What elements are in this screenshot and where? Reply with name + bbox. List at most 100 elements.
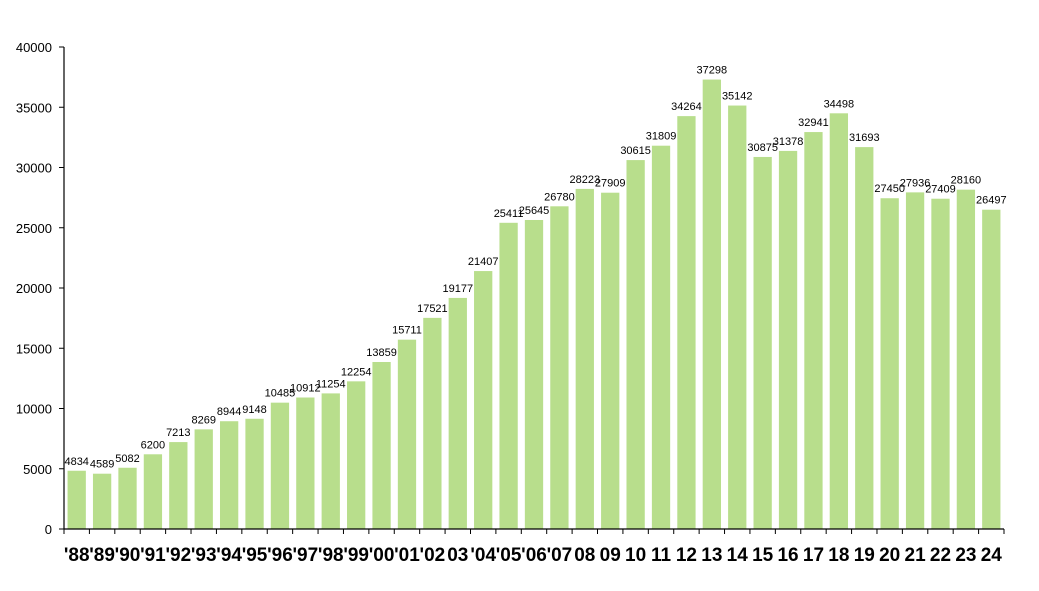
x-tick-label-0: '88 bbox=[64, 545, 90, 566]
bar-14 bbox=[423, 317, 442, 529]
data-label-18: 25645 bbox=[519, 205, 550, 217]
x-tick-label-20: 08 bbox=[574, 545, 595, 566]
x-tick-label-30: 18 bbox=[828, 545, 849, 566]
bar-23 bbox=[651, 145, 671, 529]
bar-5 bbox=[194, 429, 213, 529]
x-tick-label-24: 12 bbox=[676, 545, 697, 566]
bar-12 bbox=[372, 362, 391, 529]
bar-6 bbox=[219, 421, 239, 529]
x-tick-label-11: '99 bbox=[343, 545, 369, 566]
data-label-30: 34498 bbox=[824, 98, 855, 110]
data-label-13: 15711 bbox=[392, 325, 422, 337]
x-tick-label-22: 10 bbox=[625, 545, 646, 566]
x-tick-label-16: '04 bbox=[470, 545, 496, 566]
bar-32 bbox=[880, 198, 899, 530]
x-tick-label-35: 23 bbox=[955, 545, 976, 566]
data-label-32: 27450 bbox=[874, 183, 905, 195]
bar-17 bbox=[499, 222, 518, 530]
x-tick-label-18: '06 bbox=[521, 545, 547, 566]
data-label-26: 35142 bbox=[722, 91, 753, 103]
x-tick-label-29: 17 bbox=[803, 545, 824, 566]
data-label-22: 30615 bbox=[620, 145, 651, 157]
x-tick-label-33: 21 bbox=[905, 545, 927, 566]
bar-25 bbox=[702, 79, 721, 529]
bar-2 bbox=[118, 467, 137, 529]
bar-9 bbox=[296, 397, 315, 529]
bars-group bbox=[67, 79, 1001, 530]
bar-4 bbox=[169, 442, 188, 529]
x-tick-label-1: '89 bbox=[89, 545, 115, 566]
data-label-4: 7213 bbox=[166, 427, 190, 439]
data-label-5: 8269 bbox=[191, 414, 215, 426]
x-tick-label-7: '95 bbox=[242, 545, 268, 566]
data-label-14: 17521 bbox=[417, 303, 448, 315]
data-label-34: 27409 bbox=[925, 184, 956, 196]
data-label-28: 31378 bbox=[773, 136, 804, 148]
data-label-24: 34264 bbox=[671, 101, 702, 113]
data-label-31: 31693 bbox=[849, 132, 880, 144]
x-tick-label-23: 11 bbox=[651, 545, 672, 566]
data-label-3: 6200 bbox=[141, 439, 165, 451]
data-label-2: 5082 bbox=[115, 453, 139, 465]
bar-35 bbox=[956, 189, 976, 530]
data-label-15: 19177 bbox=[442, 283, 473, 295]
data-label-36: 26497 bbox=[976, 195, 1007, 207]
x-tick-label-13: '01 bbox=[394, 545, 420, 566]
x-tick-label-3: '91 bbox=[140, 545, 166, 566]
data-label-11: 12254 bbox=[341, 366, 372, 378]
data-label-8: 10485 bbox=[265, 388, 296, 400]
x-tick-label-21: 09 bbox=[600, 545, 621, 566]
y-tick-label-5: 25000 bbox=[16, 221, 52, 236]
bar-24 bbox=[677, 116, 696, 530]
data-label-23: 31809 bbox=[646, 131, 677, 143]
bar-13 bbox=[397, 339, 417, 529]
data-label-16: 21407 bbox=[468, 256, 499, 268]
x-tick-label-15: 03 bbox=[447, 545, 468, 566]
data-label-33: 27936 bbox=[900, 177, 931, 189]
x-tick-label-2: '90 bbox=[115, 545, 141, 566]
data-label-27: 30875 bbox=[747, 142, 778, 154]
x-tick-label-10: '98 bbox=[318, 545, 344, 566]
data-label-0: 4834 bbox=[64, 456, 88, 468]
bar-31 bbox=[855, 147, 874, 529]
data-label-20: 28223 bbox=[570, 174, 601, 186]
bar-26 bbox=[728, 105, 747, 529]
bar-19 bbox=[550, 206, 569, 530]
data-label-6: 8944 bbox=[217, 406, 241, 418]
bar-36 bbox=[982, 209, 1001, 529]
x-tick-label-26: 14 bbox=[727, 545, 749, 566]
bar-15 bbox=[448, 297, 467, 529]
y-tick-label-3: 15000 bbox=[16, 341, 52, 356]
bar-1 bbox=[92, 473, 112, 529]
bar-27 bbox=[753, 156, 772, 529]
bar-34 bbox=[931, 198, 950, 529]
x-tick-label-14: '02 bbox=[420, 545, 446, 566]
x-tick-label-32: 20 bbox=[879, 545, 900, 566]
bar-3 bbox=[143, 454, 163, 529]
y-axis: 0 5000 10000 15000 20000 25000 30000 35000 40000 bbox=[16, 40, 65, 537]
bar-30 bbox=[829, 113, 849, 530]
x-tick-label-34: 22 bbox=[930, 545, 951, 566]
data-label-25: 37298 bbox=[697, 65, 728, 77]
data-label-7: 9148 bbox=[242, 404, 266, 416]
data-label-35: 28160 bbox=[951, 175, 982, 187]
x-tick-label-27: 15 bbox=[752, 545, 774, 566]
data-label-21: 27909 bbox=[595, 178, 626, 190]
x-tick-label-19: '07 bbox=[547, 545, 573, 566]
data-label-19: 26780 bbox=[544, 191, 575, 203]
y-tick-label-2: 10000 bbox=[16, 402, 52, 417]
x-tick-label-6: '94 bbox=[216, 545, 242, 566]
x-tick-label-12: '00 bbox=[369, 545, 395, 566]
data-label-12: 13859 bbox=[366, 347, 397, 359]
y-tick-label-6: 30000 bbox=[16, 161, 52, 176]
bar-33 bbox=[905, 192, 925, 529]
x-tick-label-31: 19 bbox=[854, 545, 875, 566]
data-label-10: 11254 bbox=[316, 378, 346, 390]
x-tick-label-28: 16 bbox=[777, 545, 798, 566]
bar-10 bbox=[321, 393, 340, 529]
x-tick-label-36: 24 bbox=[981, 545, 1003, 566]
data-label-9: 10912 bbox=[290, 383, 321, 395]
